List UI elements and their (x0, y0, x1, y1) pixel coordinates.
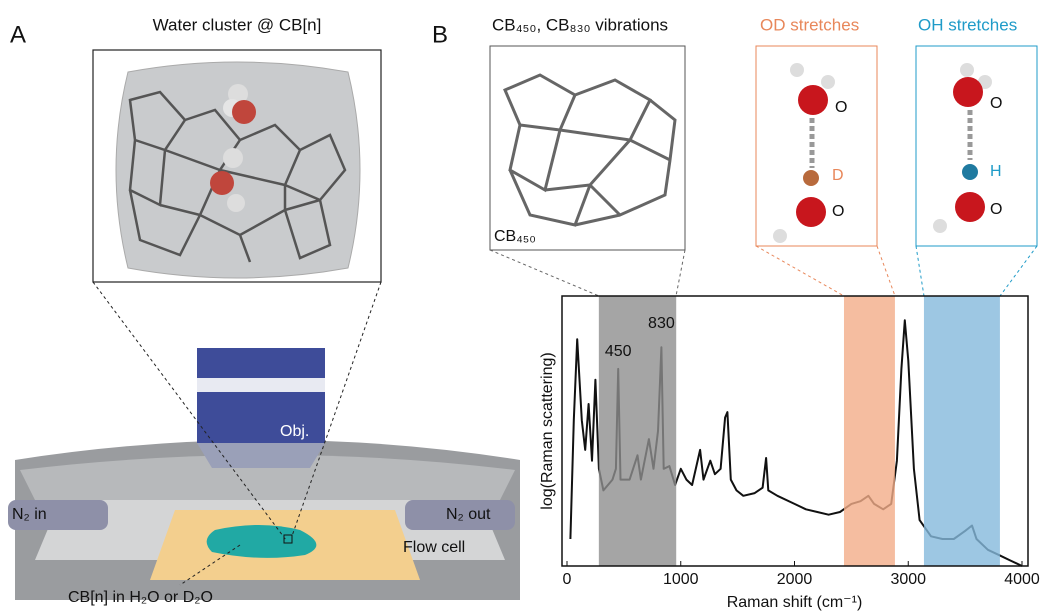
shaded-band (844, 296, 895, 566)
panel-label: B (432, 21, 448, 48)
atom-label: O (990, 201, 1002, 218)
objective-label: Obj. (280, 423, 309, 440)
atom-label: H (990, 163, 1002, 180)
x-tick-label: 0 (563, 571, 572, 588)
x-tick-label: 4000 (1004, 571, 1040, 588)
flow-cell-label: Flow cell (403, 539, 465, 556)
peak-label: 830 (648, 315, 675, 332)
connector-lines (490, 246, 1037, 296)
sample-label: CB[n] in H₂O or D₂O (68, 589, 213, 606)
x-tick-label: 1000 (663, 571, 699, 588)
panel-label: A (10, 21, 26, 48)
vibration-title: CB₄₅₀, CB₈₃₀ vibrations (492, 15, 668, 34)
figure: A Water cluster @ CB[n] Obj. N₂ in N₂ ou… (0, 0, 1048, 611)
plot: 0 1000 2000 3000 4000 450 830 Raman shift (cm⁻¹… (539, 296, 1040, 611)
inset-title: Water cluster @ CB[n] (153, 15, 322, 34)
peak-label: 450 (605, 343, 632, 360)
shaded-band (599, 296, 676, 566)
shaded-band (924, 296, 1000, 566)
atom-label: O (835, 99, 847, 116)
x-tick-label: 2000 (777, 571, 813, 588)
outlet-label: N₂ out (446, 506, 491, 523)
atom-label: O (990, 95, 1002, 112)
atom-label: D (832, 167, 844, 184)
y-axis-label: log(Raman scattering) (539, 352, 556, 509)
inlet-label: N₂ in (12, 506, 47, 523)
vibration-box (490, 46, 685, 250)
vibration-label: CB₄₅₀ (494, 228, 536, 245)
atom-label: O (832, 203, 844, 220)
od-title: OD stretches (760, 15, 859, 34)
x-axis-label: Raman shift (cm⁻¹) (727, 594, 863, 611)
oh-title: OH stretches (918, 15, 1017, 34)
x-tick-label: 3000 (890, 571, 926, 588)
